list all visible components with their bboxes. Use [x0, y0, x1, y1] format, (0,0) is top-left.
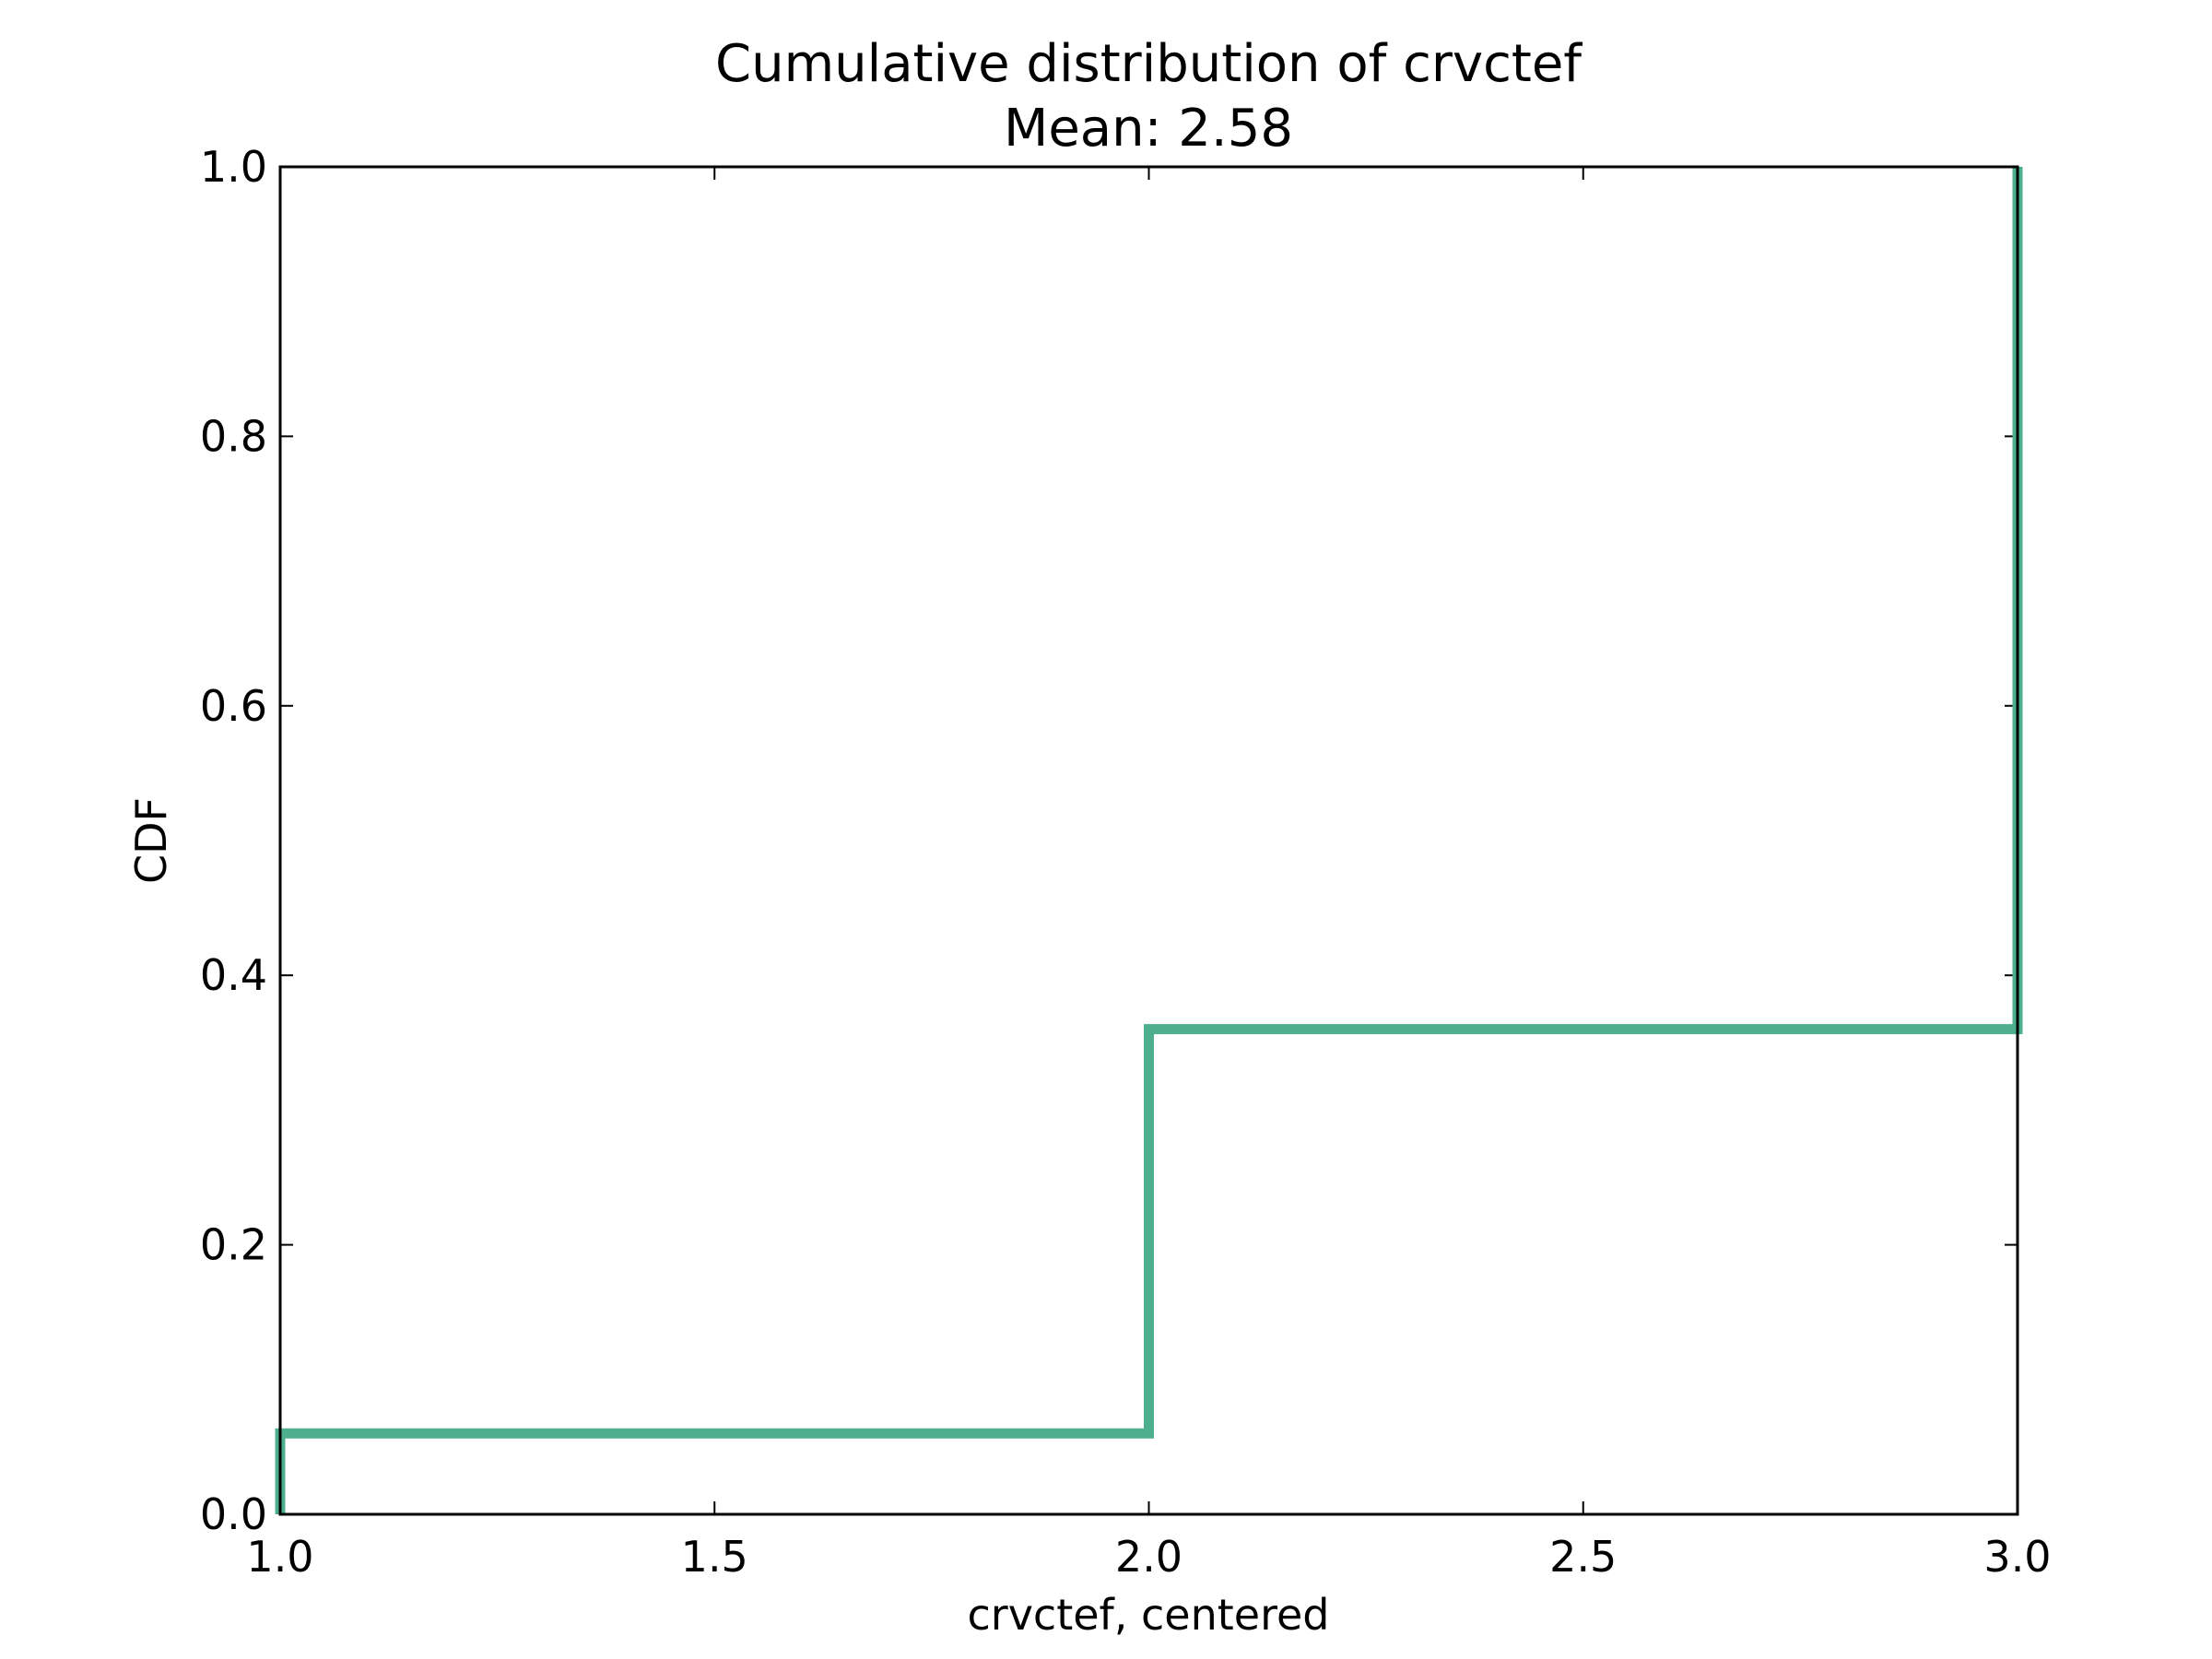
y-axis-label: CDF [126, 797, 176, 884]
x-tick-label: 1.5 [681, 1532, 748, 1582]
x-tick-label: 2.0 [1115, 1532, 1182, 1582]
y-tick-label: 0.4 [200, 950, 267, 1000]
x-axis-label: crvctef, centered [968, 1590, 1330, 1640]
y-tick-label: 0.8 [200, 411, 267, 461]
y-tick-label: 0.0 [200, 1489, 267, 1539]
x-tick-labels: 1.0 1.5 2.0 2.5 3.0 [246, 1532, 2051, 1582]
y-tick-labels: 0.0 0.2 0.4 0.6 0.8 1.0 [200, 142, 267, 1539]
y-tick-label: 0.2 [200, 1220, 267, 1270]
plot-frame [278, 165, 2019, 1516]
y-tick-label: 0.6 [200, 681, 267, 731]
x-tick-label: 3.0 [1983, 1532, 2051, 1582]
x-tick-label: 1.0 [246, 1532, 313, 1582]
chart-title: Cumulative distribution of crvctef [715, 34, 1583, 94]
chart-subtitle: Mean: 2.58 [1004, 99, 1293, 159]
cdf-step-line [275, 167, 2023, 1514]
y-tick-label: 1.0 [200, 142, 267, 192]
series-layer [275, 167, 2023, 1514]
x-tick-label: 2.5 [1549, 1532, 1617, 1582]
